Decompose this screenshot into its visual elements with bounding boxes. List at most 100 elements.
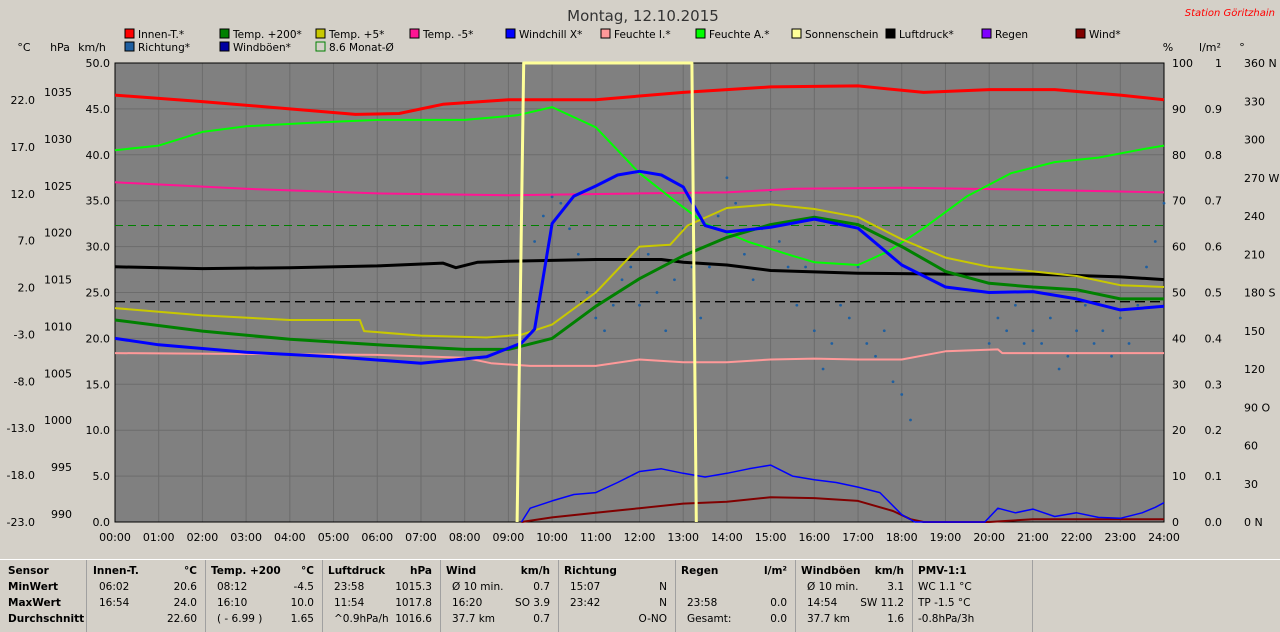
- tick-label-time: 13:00: [667, 531, 699, 544]
- table-column: Richtung 15:07 N 23:42 N O-NO: [558, 560, 676, 632]
- tick-label-degree: 30: [1244, 478, 1258, 491]
- legend-swatch: [1075, 28, 1086, 39]
- tick-label-celsius: -18.0: [7, 469, 35, 482]
- table-cell-row: 11:54 1017.8: [322, 595, 440, 611]
- table-cell-row: 37.7 km 0.7: [440, 611, 558, 627]
- tick-label-time: 11:00: [580, 531, 612, 544]
- tick-label-kmh: 0.0: [93, 516, 111, 529]
- cell-left: 14:54: [807, 597, 838, 609]
- table-cell-row: Ø 10 min. 3.1: [795, 579, 912, 595]
- tick-label-lm2: 0.8: [1205, 149, 1223, 162]
- legend-swatch: [695, 28, 706, 39]
- cell-left: TP -1.5 °C: [918, 597, 971, 609]
- tick-label-kmh: 20.0: [86, 332, 111, 345]
- tick-label-celsius: 12.0: [11, 188, 36, 201]
- station-name: Station Göritzhain: [1185, 8, 1275, 19]
- legend-label: Windchill X*: [519, 29, 582, 41]
- direction-point: [699, 316, 703, 320]
- direction-point: [655, 291, 659, 294]
- legend-swatch: [124, 41, 135, 52]
- legend-label: Richtung*: [138, 42, 190, 54]
- direction-point: [734, 201, 738, 205]
- tick-label-lm2: 0.6: [1205, 241, 1223, 254]
- direction-point: [900, 393, 904, 396]
- direction-point: [1022, 342, 1026, 345]
- unit-degree: °: [1239, 41, 1245, 54]
- tick-label-hpa: 1020: [44, 227, 72, 240]
- tick-label-time: 12:00: [624, 531, 656, 544]
- unit-celsius: °C: [17, 41, 31, 54]
- tick-label-time: 05:00: [318, 531, 350, 544]
- column-header-unit: km/h: [520, 565, 550, 577]
- tick-label-percent: 100: [1172, 57, 1193, 70]
- cell-right: 1015.3: [395, 581, 432, 593]
- tick-label-time: 06:00: [361, 531, 393, 544]
- legend-swatch: [315, 41, 326, 52]
- tick-label-time: 09:00: [493, 531, 525, 544]
- direction-point: [1101, 329, 1105, 333]
- unit-kmh: km/h: [78, 41, 106, 54]
- legend-swatch: [219, 41, 230, 52]
- tick-label-time: 15:00: [755, 531, 787, 544]
- tick-label-celsius: 2.0: [18, 282, 36, 295]
- statistics-table: Sensor MinWert MaxWert Durchschnitt Innen-T.…: [0, 559, 1280, 632]
- tick-label-degree: 150: [1244, 325, 1265, 338]
- table-row-label: MaxWert: [0, 595, 86, 611]
- cell-left: 15:07: [570, 581, 601, 593]
- direction-point: [874, 354, 877, 358]
- unit-hpa: hPa: [50, 41, 70, 54]
- column-header-unit: °C: [184, 565, 197, 577]
- legend-swatch: [885, 28, 896, 39]
- tick-label-percent: 60: [1172, 241, 1186, 254]
- column-header-label: Wind: [446, 565, 477, 577]
- direction-point: [673, 278, 676, 282]
- direction-point: [751, 278, 755, 282]
- tick-label-degree: 300: [1244, 134, 1265, 147]
- direction-point: [1110, 354, 1113, 358]
- tick-label-degree: 210: [1244, 248, 1265, 261]
- tick-label-celsius: 17.0: [11, 141, 36, 154]
- tick-label-lm2: 0.7: [1205, 195, 1223, 208]
- cell-left: 23:42: [570, 597, 601, 609]
- cell-right: 24.0: [173, 597, 197, 609]
- legend-swatch: [505, 28, 516, 39]
- series-feuchte-i: [114, 348, 1164, 367]
- table-cell-row: 16:20 SO 3.9: [440, 595, 558, 611]
- tick-label-lm2: 0.0: [1205, 516, 1223, 529]
- tick-label-time: 19:00: [930, 531, 962, 544]
- legend-label: Innen-T.*: [138, 29, 184, 41]
- legend-label: Temp. +5*: [328, 29, 384, 41]
- tick-label-degree: 330: [1244, 95, 1265, 108]
- tick-label-kmh: 40.0: [86, 149, 111, 162]
- tick-label-kmh: 25.0: [86, 287, 111, 300]
- tick-label-kmh: 45.0: [86, 103, 111, 116]
- direction-point: [550, 195, 554, 199]
- cell-right: 0.0: [770, 597, 787, 609]
- direction-point: [909, 418, 912, 422]
- tick-label-percent: 90: [1172, 103, 1186, 116]
- column-header-label: Richtung: [564, 565, 617, 577]
- table-cell-row: [675, 579, 795, 595]
- column-header: Regen l/m²: [675, 563, 795, 579]
- column-header-unit: l/m²: [764, 565, 787, 577]
- cell-right: 1.6: [887, 613, 904, 625]
- tick-label-time: 14:00: [711, 531, 743, 544]
- tick-label-time: 01:00: [143, 531, 175, 544]
- tick-label-kmh: 10.0: [86, 424, 111, 437]
- table-cell-row: 06:02 20.6: [87, 579, 205, 595]
- legend-swatch: [600, 28, 611, 39]
- row-label-text: MinWert: [8, 581, 59, 593]
- column-header: Windböen km/h: [795, 563, 912, 579]
- cell-left: 23:58: [687, 597, 718, 609]
- cell-right: -4.5: [293, 581, 315, 593]
- series-temp-200: [114, 215, 1164, 351]
- table-column: Temp. +200 °C 08:12 -4.5 16:10 10.0 ( - 6.99 )…: [205, 560, 323, 632]
- direction-point: [646, 252, 650, 256]
- tick-label-time: 24:00: [1148, 531, 1180, 544]
- cell-left: 37.7 km: [452, 613, 496, 625]
- table-cell-row: ( - 6.99 ) 1.65: [205, 611, 322, 627]
- tick-label-percent: 20: [1172, 424, 1186, 437]
- cell-left: 16:10: [217, 597, 248, 609]
- direction-point: [1031, 329, 1035, 333]
- legend-label: Sonnenschein: [805, 29, 878, 41]
